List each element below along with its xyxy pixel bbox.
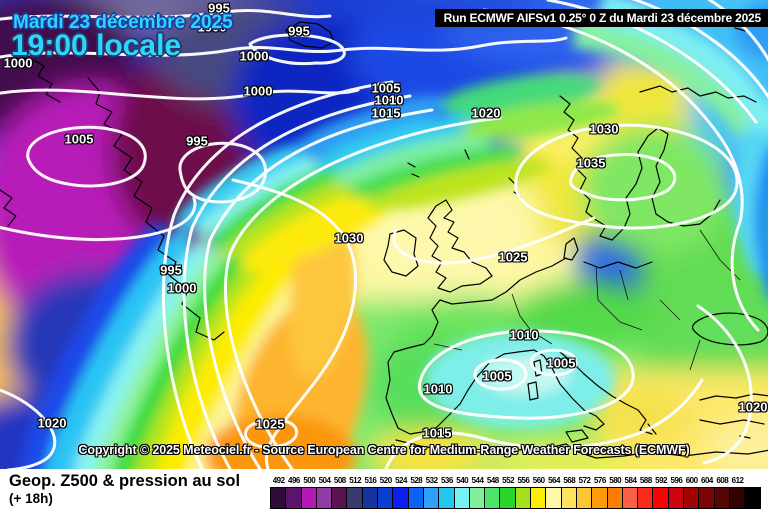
legend-step: 608 xyxy=(713,476,730,509)
isobar-label: 1015 xyxy=(371,105,401,121)
legend-step: 564 xyxy=(545,476,562,509)
legend-step: 580 xyxy=(606,476,623,509)
legend-step: 588 xyxy=(637,476,654,509)
isobar-label: 1020 xyxy=(471,105,501,121)
isobar-label: 1005 xyxy=(371,80,401,96)
copyright-notice: Copyright © 2025 Meteociel.fr - Source E… xyxy=(78,443,690,457)
isobar-label: 1010 xyxy=(374,92,404,108)
isobar-label: 1000 xyxy=(239,48,269,64)
legend-step: 568 xyxy=(560,476,577,509)
legend-step: 544 xyxy=(468,476,486,509)
isobar-label: 1010 xyxy=(509,327,539,343)
legend-step: 556 xyxy=(514,476,532,509)
isobar-label: 1015 xyxy=(422,425,452,441)
legend-step: 548 xyxy=(484,476,501,509)
isobar-label: 1005 xyxy=(546,355,576,371)
isobar-label: 1025 xyxy=(255,416,285,432)
model-run-info: Run ECMWF AIFSv1 0.25° 0 Z du Mardi 23 d… xyxy=(434,9,768,27)
country-borders xyxy=(433,229,741,371)
isobar-label: 1020 xyxy=(37,415,67,431)
isobar-label: 1020 xyxy=(738,399,768,415)
legend-step xyxy=(744,476,761,509)
weather-map: 995 1000 995 1000 1000 1005 1000 1010 1015 1020 10… xyxy=(0,0,768,469)
footer-bar: Geop. Z500 & pression au sol (+ 18h) 492… xyxy=(0,469,768,512)
legend-step: 520 xyxy=(377,476,394,509)
isobar-label: 995 xyxy=(208,0,230,16)
forecast-local-time: 19:00 locale xyxy=(11,29,182,62)
isobar-label: 995 xyxy=(288,23,310,39)
forecast-date: Mardi 23 décembre 2025 xyxy=(13,12,233,33)
isobar-label: 995 xyxy=(186,133,208,149)
isobar-label: 1030 xyxy=(334,230,364,246)
legend-step: 492 xyxy=(270,476,287,509)
legend-step: 532 xyxy=(422,476,440,509)
z500-color-scale: 492 496 500 504 508 512 516 520 524 528 532 536 540 5… xyxy=(270,476,761,509)
isobar-label: 995 xyxy=(160,262,182,278)
legend-step: 508 xyxy=(331,476,348,509)
product-title: Geop. Z500 & pression au sol xyxy=(9,472,241,490)
coastlines xyxy=(0,21,768,459)
legend-step: 536 xyxy=(438,476,455,509)
legend-step: 496 xyxy=(285,476,302,509)
forecast-lead-time: (+ 18h) xyxy=(9,491,53,506)
legend-step: 592 xyxy=(652,476,669,509)
legend-step: 560 xyxy=(530,476,547,509)
isobar-label: 1010 xyxy=(423,381,453,397)
isobar-label: 1005 xyxy=(64,131,94,147)
legend-step: 596 xyxy=(667,476,685,509)
legend-step: 604 xyxy=(698,476,715,509)
isobar-label: 1000 xyxy=(197,19,227,35)
z500-gradient-bands xyxy=(17,0,768,469)
legend-step: 552 xyxy=(499,476,516,509)
isobar-label: 1005 xyxy=(482,368,512,384)
legend-step: 600 xyxy=(683,476,700,509)
isobar-label: 1000 xyxy=(167,280,197,296)
legend-step: 504 xyxy=(315,476,333,509)
legend-step: 572 xyxy=(575,476,593,509)
isobar-label: 1030 xyxy=(589,121,619,137)
legend-step: 516 xyxy=(361,476,379,509)
isobar-label: 1035 xyxy=(576,155,606,171)
legend-step: 500 xyxy=(300,476,317,509)
isobar-label: 1000 xyxy=(243,83,273,99)
legend-step: 584 xyxy=(621,476,639,509)
legend-step: 540 xyxy=(453,476,470,509)
legend-step: 576 xyxy=(591,476,608,509)
legend-step: 524 xyxy=(392,476,409,509)
legend-step: 528 xyxy=(407,476,424,509)
isobar-label: 1000 xyxy=(3,55,33,71)
z500-pressure-chart xyxy=(0,0,768,469)
isobar-label: 1025 xyxy=(498,249,528,265)
legend-step: 612 xyxy=(728,476,746,509)
legend-step: 512 xyxy=(346,476,363,509)
